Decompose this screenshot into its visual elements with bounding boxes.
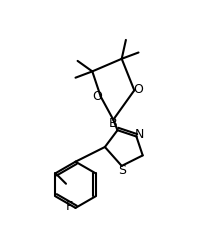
Text: N: N: [135, 128, 144, 141]
Text: F: F: [66, 200, 73, 213]
Text: O: O: [133, 83, 143, 96]
Text: S: S: [118, 164, 126, 177]
Text: O: O: [92, 90, 102, 103]
Text: B: B: [109, 117, 118, 130]
